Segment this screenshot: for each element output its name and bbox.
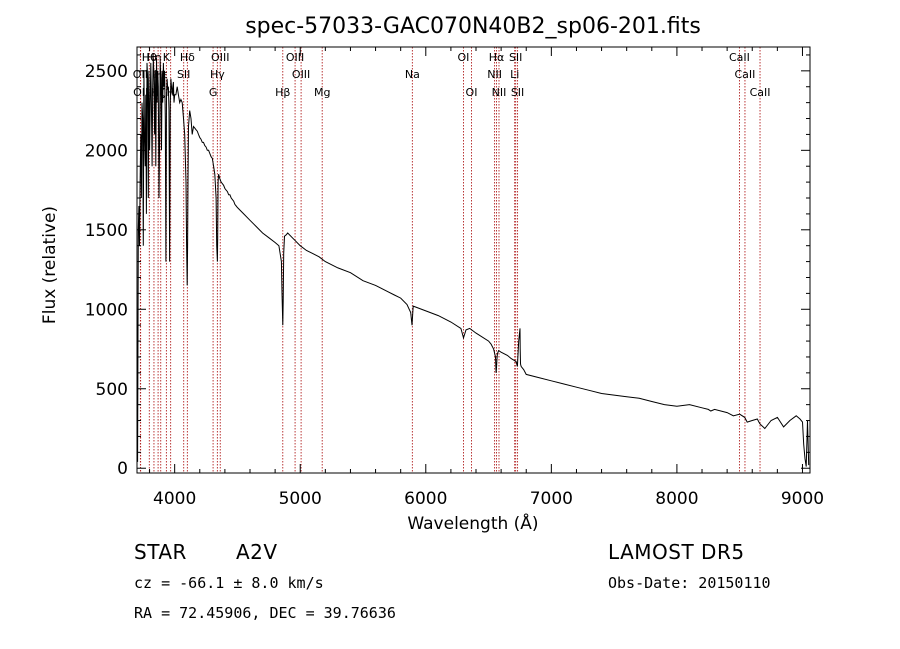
line-marker-label-25: OI [466,86,478,99]
plot-frame [136,46,811,474]
line-marker-label-27: SII [511,86,524,99]
x-axis-label: Wavelength (Å) [407,512,538,534]
line-marker-label-6: OI [458,51,470,64]
y-tick-label-3: 1500 [85,221,128,241]
chart-title: spec-57033-GAC070N40B2_sp06-201.fits [245,14,701,39]
y-tick-label-5: 2500 [85,62,128,82]
line-marker-label-0: Hθ [142,51,157,64]
object-class: STAR [134,540,187,564]
line-marker-label-18: CaII [734,68,755,81]
line-marker-label-1: Hη [146,51,161,64]
line-marker-label-5: OIII [286,51,304,64]
line-marker-label-28: CaII [750,86,771,99]
line-marker-label-4: OIII [211,51,229,64]
line-marker-label-26: NII [492,86,507,99]
x-tick-label-5: 9000 [781,489,824,509]
x-tick-label-4: 8000 [655,489,698,509]
line-marker-label-20: Hζ [151,86,165,99]
spectrum-line [136,58,810,467]
line-marker-label-3: Hδ [180,51,195,64]
survey-label: LAMOST DR5 [608,540,745,564]
line-marker-label-12: SII [177,68,190,81]
line-marker-label-2: K [163,51,171,64]
x-axis: 4000 5000 6000 7000 8000 9000 [149,47,824,509]
line-marker-label-23: Hβ [275,86,290,99]
y-axis-label: Flux (relative) [40,206,60,324]
line-marker-label-21: H [167,86,175,99]
line-marker-label-9: CaII [729,51,750,64]
coordinates: RA = 72.45906, DEC = 39.76636 [134,604,396,622]
y-axis: 0 500 1000 1500 2000 2500 [85,54,810,479]
line-marker-label-15: Na [405,68,420,81]
line-marker-label-7: Hα [489,51,505,64]
redshift-velocity: cz = -66.1 ± 8.0 km/s [134,574,324,592]
line-marker-label-17: Li [510,68,519,81]
x-tick-label-0: 4000 [153,489,196,509]
line-marker-label-22: G [209,86,218,99]
y-tick-label-0: 0 [117,459,128,479]
y-tick-label-1: 500 [96,380,128,400]
line-marker-label-13: Hγ [210,68,225,81]
line-markers [139,47,761,473]
line-marker-label-8: SII [509,51,522,64]
y-tick-label-2: 1000 [85,300,128,320]
line-marker-label-14: OIII [292,68,310,81]
line-marker-label-19: OII [133,86,148,99]
observation-date: Obs-Date: 20150110 [608,574,771,592]
y-tick-label-4: 2000 [85,141,128,161]
x-tick-label-3: 7000 [530,489,573,509]
line-marker-label-11: Hε [154,68,168,81]
line-marker-label-16: NII [487,68,502,81]
object-subclass: A2V [236,540,278,564]
x-tick-label-1: 5000 [279,489,322,509]
x-tick-label-2: 6000 [404,489,447,509]
line-marker-label-10: OII [133,68,148,81]
line-marker-label-24: Mg [314,86,330,99]
